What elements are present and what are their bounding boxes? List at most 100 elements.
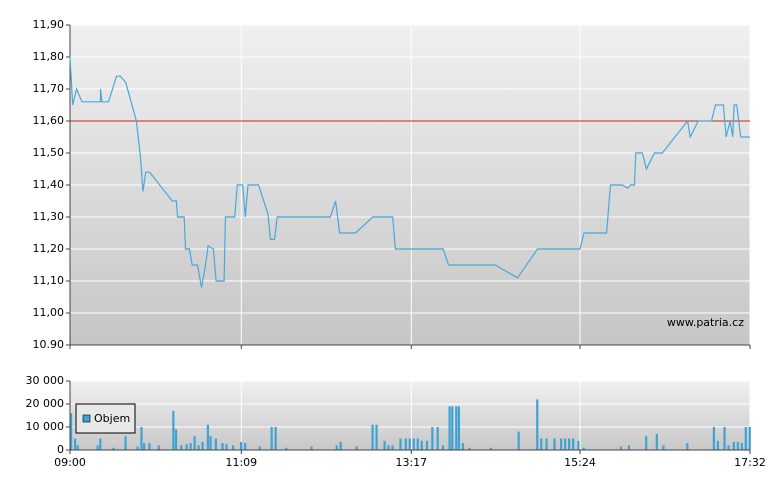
volume-bar <box>553 438 556 450</box>
volume-bar <box>457 406 461 450</box>
volume-bar <box>140 427 143 450</box>
y-tick-label: 10 000 <box>26 420 65 433</box>
y-tick-label: 11,30 <box>33 210 65 223</box>
volume-bar <box>96 445 99 450</box>
volume-bar <box>225 444 228 450</box>
volume-bar <box>744 427 747 450</box>
volume-bar <box>174 429 178 450</box>
volume-bar <box>73 438 77 450</box>
y-tick-label: 11,00 <box>33 306 65 319</box>
y-tick-label: 11,50 <box>33 146 65 159</box>
volume-bar <box>412 438 415 450</box>
volume-bar <box>727 445 730 450</box>
volume-bar <box>712 427 716 450</box>
volume-bar <box>387 445 390 450</box>
volume-bar <box>193 436 196 450</box>
x-tick-label: 13:17 <box>395 456 427 469</box>
volume-bar <box>451 406 454 450</box>
volume-bar <box>185 444 188 450</box>
volume-bar <box>399 438 402 450</box>
y-tick-label: 0 <box>57 443 64 456</box>
volume-bar <box>723 427 726 450</box>
volume-bar <box>383 440 386 450</box>
volume-bar <box>408 438 411 450</box>
watermark: www.patria.cz <box>667 316 744 329</box>
volume-bar <box>545 438 548 450</box>
y-tick-label: 11,40 <box>33 178 65 191</box>
volume-bar <box>536 399 539 450</box>
volume-bar <box>76 445 79 450</box>
volume-bar <box>355 446 358 450</box>
volume-bar <box>540 438 543 450</box>
volume-bar <box>441 445 445 450</box>
volume-bar <box>645 436 648 450</box>
volume-bar <box>143 443 146 450</box>
y-tick-label: 10.90 <box>33 338 65 351</box>
y-tick-label: 30 000 <box>26 374 65 387</box>
volume-bar <box>564 438 567 450</box>
y-tick-label: 11,70 <box>33 82 65 95</box>
volume-bar <box>662 445 665 450</box>
volume-bar <box>209 436 212 450</box>
volume-bar <box>619 446 623 450</box>
y-tick-label: 11,80 <box>33 50 65 63</box>
volume-bar <box>455 406 458 450</box>
volume-bar <box>197 445 200 450</box>
y-tick-label: 11,10 <box>33 274 65 287</box>
volume-bar <box>335 445 338 450</box>
volume-bar <box>214 438 217 450</box>
volume-bar <box>339 441 342 450</box>
volume-bar <box>732 441 735 450</box>
volume-bar <box>375 424 378 450</box>
volume-bar <box>448 406 451 450</box>
y-tick-label: 11,20 <box>33 242 65 255</box>
volume-bar <box>240 441 243 450</box>
volume-bar <box>270 427 273 450</box>
volume-bar <box>189 443 192 450</box>
volume-bar <box>221 443 224 450</box>
volume-bar <box>627 445 631 450</box>
volume-bar <box>391 445 394 450</box>
volume-bar <box>686 443 689 450</box>
y-tick-label: 20 000 <box>26 397 65 410</box>
volume-bar <box>425 440 429 450</box>
volume-bar <box>201 441 204 450</box>
volume-bar <box>416 438 419 450</box>
volume-bar <box>572 438 575 450</box>
volume-bar <box>136 446 139 450</box>
volume-bar <box>274 427 277 450</box>
volume-bar <box>436 427 439 450</box>
price-line <box>69 56 750 288</box>
volume-bar <box>404 438 407 450</box>
volume-bar <box>420 440 423 450</box>
volume-bar <box>206 424 209 450</box>
volume-bar <box>577 440 580 450</box>
x-tick-label: 17:32 <box>734 456 766 469</box>
volume-bar <box>124 436 127 450</box>
volume-bar <box>582 447 585 450</box>
legend-label: Objem <box>94 412 130 425</box>
x-tick-label: 09:00 <box>54 456 86 469</box>
volume-bar <box>310 446 313 450</box>
volume-bar <box>736 441 739 450</box>
legend-swatch <box>82 414 91 423</box>
volume-bar <box>560 438 563 450</box>
x-tick-label: 11:09 <box>225 456 257 469</box>
volume-bar <box>232 445 235 450</box>
y-tick-label: 11,90 <box>33 18 65 31</box>
volume-bar <box>517 431 520 450</box>
volume-bar <box>461 443 464 450</box>
y-tick-label: 11,60 <box>33 114 65 127</box>
volume-bar <box>112 447 115 450</box>
volume-bar <box>655 433 658 450</box>
volume-bar <box>180 445 183 450</box>
volume-bar <box>716 440 719 450</box>
volume-bar <box>157 445 160 450</box>
volume-bar <box>285 447 288 450</box>
volume-bar <box>468 447 471 450</box>
volume-bar <box>489 447 492 450</box>
volume-bar <box>431 427 434 450</box>
volume-bar <box>748 427 751 450</box>
volume-bar <box>371 424 374 450</box>
